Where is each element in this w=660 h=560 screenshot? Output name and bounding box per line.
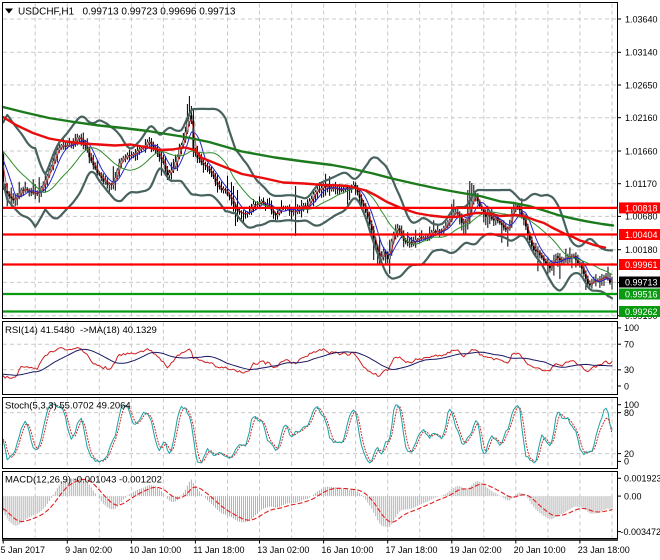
svg-text:11 Jan 18:00: 11 Jan 18:00 [193, 545, 244, 555]
svg-text:17 Jan 18:00: 17 Jan 18:00 [386, 545, 438, 555]
svg-text:MACD(12,26,9) -0.001043 -0.001: MACD(12,26,9) -0.001043 -0.001202 [5, 475, 162, 486]
svg-text:70: 70 [624, 340, 634, 350]
svg-text:1.01170: 1.01170 [625, 179, 657, 189]
svg-text:1.00180: 1.00180 [625, 245, 658, 255]
svg-text:20: 20 [624, 449, 634, 459]
svg-text:0.00: 0.00 [624, 491, 642, 501]
svg-text:USDCHF,H1 0.99713 0.99723 0.: USDCHF,H1 0.99713 0.99723 0.99696 0.9971… [18, 7, 236, 18]
svg-text:0: 0 [624, 457, 629, 467]
svg-text:16 Jan 10:00: 16 Jan 10:00 [321, 545, 373, 555]
svg-text:1.02160: 1.02160 [625, 113, 658, 123]
svg-text:13 Jan 02:00: 13 Jan 02:00 [257, 545, 309, 555]
svg-text:0.001923: 0.001923 [624, 474, 660, 484]
svg-text:19 Jan 02:00: 19 Jan 02:00 [450, 545, 502, 555]
svg-text:1.00818: 1.00818 [625, 203, 658, 213]
svg-text:0.99262: 0.99262 [625, 307, 658, 317]
svg-text:5 Jan 2017: 5 Jan 2017 [1, 545, 46, 555]
svg-text:Stoch(5,3,3) 55.0702 49.2064: Stoch(5,3,3) 55.0702 49.2064 [5, 401, 131, 412]
svg-text:10 Jan 10:00: 10 Jan 10:00 [129, 545, 181, 555]
svg-text:20 Jan 10:00: 20 Jan 10:00 [514, 545, 566, 555]
svg-text:0.99516: 0.99516 [625, 289, 658, 299]
svg-text:0.99713: 0.99713 [625, 277, 658, 287]
svg-text:1.00680: 1.00680 [625, 212, 658, 222]
svg-text:1.02650: 1.02650 [625, 80, 658, 90]
svg-text:23 Jan 18:00: 23 Jan 18:00 [578, 545, 630, 555]
svg-text:100: 100 [624, 400, 639, 410]
svg-text:1.00404: 1.00404 [625, 230, 658, 240]
svg-text:9 Jan 02:00: 9 Jan 02:00 [65, 545, 112, 555]
svg-text:1.03140: 1.03140 [625, 48, 658, 58]
svg-text:100: 100 [624, 323, 639, 333]
svg-text:1.01660: 1.01660 [625, 146, 658, 156]
svg-text:30: 30 [624, 365, 634, 375]
svg-text:80: 80 [624, 408, 634, 418]
svg-text:-0.003472: -0.003472 [621, 527, 660, 537]
svg-text:RSI(14) 41.5480 ->MA(18) 40.1: RSI(14) 41.5480 ->MA(18) 40.1329 [5, 325, 157, 336]
svg-text:0: 0 [624, 381, 629, 391]
svg-text:1.03640: 1.03640 [625, 14, 658, 24]
svg-text:0.99961: 0.99961 [625, 260, 658, 270]
